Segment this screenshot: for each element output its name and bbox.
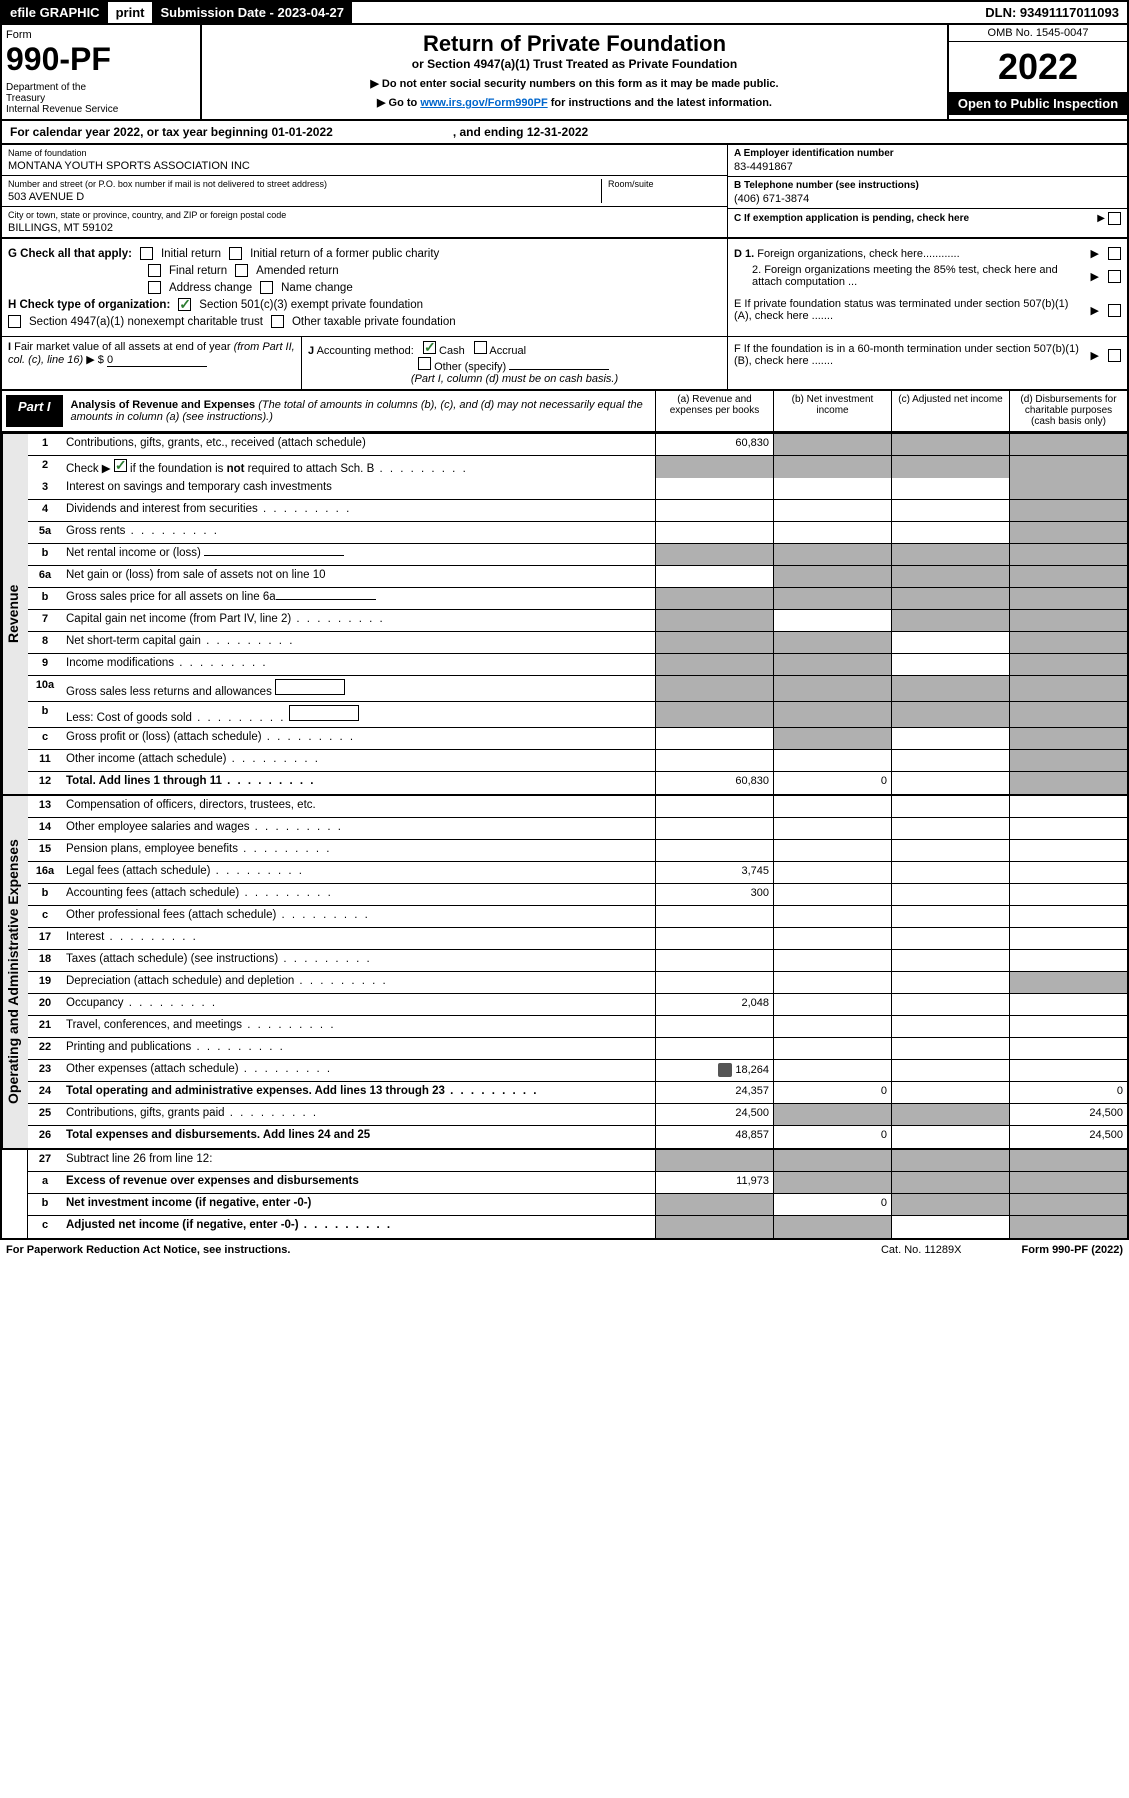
header-right: OMB No. 1545-0047 2022 Open to Public In…	[947, 25, 1127, 119]
g-initial-checkbox[interactable]	[140, 247, 153, 260]
phone-value: (406) 671-3874	[734, 193, 1121, 205]
header-center: Return of Private Foundation or Section …	[202, 25, 947, 119]
g-final-checkbox[interactable]	[148, 264, 161, 277]
note-2: ▶ Go to www.irs.gov/Form990PF for instru…	[208, 96, 941, 109]
expenses-side-label: Operating and Administrative Expenses	[2, 796, 28, 1148]
col-b-header: (b) Net investment income	[773, 391, 891, 431]
note-1: ▶ Do not enter social security numbers o…	[208, 77, 941, 90]
col-c-header: (c) Adjusted net income	[891, 391, 1009, 431]
j-cell: J Accounting method: Cash Accrual Other …	[302, 337, 727, 389]
header-left: Form 990-PF Department of theTreasuryInt…	[2, 25, 202, 119]
phone-label: B Telephone number (see instructions)	[734, 180, 1121, 191]
form-ref: Form 990-PF (2022)	[1022, 1244, 1124, 1256]
page-footer: For Paperwork Reduction Act Notice, see …	[0, 1240, 1129, 1260]
street-address: 503 AVENUE D	[8, 191, 601, 203]
part1-header-row: Part I Analysis of Revenue and Expenses …	[2, 391, 1127, 432]
efile-label: efile GRAPHIC	[2, 2, 108, 23]
part1-block: Part I Analysis of Revenue and Expenses …	[0, 391, 1129, 434]
h-label: H Check type of organization:	[8, 299, 170, 311]
city-state-zip: BILLINGS, MT 59102	[8, 222, 721, 234]
g-initial-former-checkbox[interactable]	[229, 247, 242, 260]
calyear-end: , and ending 12-31-2022	[453, 125, 588, 139]
d2-checkbox[interactable]	[1108, 270, 1121, 283]
name-cell: Name of foundation MONTANA YOUTH SPORTS …	[2, 145, 727, 176]
c-checkbox[interactable]	[1108, 212, 1121, 225]
ein-label: A Employer identification number	[734, 148, 1121, 159]
form-subtitle: or Section 4947(a)(1) Trust Treated as P…	[208, 57, 941, 71]
id-right: A Employer identification number 83-4491…	[727, 145, 1127, 237]
cat-no: Cat. No. 11289X	[881, 1244, 962, 1256]
room-label: Room/suite	[608, 179, 721, 189]
col-a-header: (a) Revenue and expenses per books	[655, 391, 773, 431]
submission-date: Submission Date - 2023-04-27	[152, 2, 352, 23]
g-amended-checkbox[interactable]	[235, 264, 248, 277]
addr-label: Number and street (or P.O. box number if…	[8, 179, 601, 189]
tax-year: 2022	[949, 42, 1127, 92]
j-accrual-checkbox[interactable]	[474, 341, 487, 354]
city-cell: City or town, state or province, country…	[2, 207, 727, 237]
i-cell: I Fair market value of all assets at end…	[2, 337, 302, 389]
g-address-checkbox[interactable]	[148, 281, 161, 294]
open-public: Open to Public Inspection	[949, 92, 1127, 115]
id-left: Name of foundation MONTANA YOUTH SPORTS …	[2, 145, 727, 237]
c-label: C If exemption application is pending, c…	[734, 213, 1094, 224]
h-4947-checkbox[interactable]	[8, 315, 21, 328]
identification-block: Name of foundation MONTANA YOUTH SPORTS …	[0, 145, 1129, 239]
e-checkbox[interactable]	[1108, 304, 1121, 317]
expenses-table: 13Compensation of officers, directors, t…	[28, 796, 1127, 1148]
form-header: Form 990-PF Department of theTreasuryInt…	[0, 25, 1129, 121]
g-name-checkbox[interactable]	[260, 281, 273, 294]
g-section: G Check all that apply: Initial return I…	[2, 239, 727, 336]
calyear-begin: For calendar year 2022, or tax year begi…	[10, 125, 333, 139]
h-other-checkbox[interactable]	[271, 315, 284, 328]
form-title: Return of Private Foundation	[208, 31, 941, 57]
j-cash-checkbox[interactable]	[423, 341, 436, 354]
phone-cell: B Telephone number (see instructions) (4…	[728, 177, 1127, 209]
revenue-side-label: Revenue	[2, 434, 28, 794]
paperwork-notice: For Paperwork Reduction Act Notice, see …	[6, 1244, 290, 1256]
section-g-d: G Check all that apply: Initial return I…	[0, 239, 1129, 336]
city-label: City or town, state or province, country…	[8, 210, 721, 220]
calendar-year-row: For calendar year 2022, or tax year begi…	[0, 121, 1129, 145]
c-cell: C If exemption application is pending, c…	[728, 209, 1127, 228]
line27-container: 27Subtract line 26 from line 12: aExcess…	[0, 1150, 1129, 1240]
revenue-table: 1Contributions, gifts, grants, etc., rec…	[28, 434, 1127, 794]
f-checkbox[interactable]	[1108, 349, 1121, 362]
part1-desc: Analysis of Revenue and Expenses (The to…	[63, 395, 651, 427]
ein-value: 83-4491867	[734, 161, 1121, 173]
schb-checkbox[interactable]	[114, 459, 127, 472]
ein-cell: A Employer identification number 83-4491…	[728, 145, 1127, 177]
topbar: efile GRAPHIC print Submission Date - 20…	[0, 0, 1129, 25]
instructions-link[interactable]: www.irs.gov/Form990PF	[420, 97, 547, 109]
form-word: Form	[6, 29, 196, 41]
j-other-checkbox[interactable]	[418, 357, 431, 370]
f-cell: F If the foundation is in a 60-month ter…	[727, 337, 1127, 389]
print-button[interactable]: print	[108, 2, 153, 23]
h-501c3-checkbox[interactable]	[178, 298, 191, 311]
foundation-name: MONTANA YOUTH SPORTS ASSOCIATION INC	[8, 160, 721, 172]
col-d-header: (d) Disbursements for charitable purpose…	[1009, 391, 1127, 431]
form-number: 990-PF	[6, 41, 196, 78]
attachment-icon[interactable]	[718, 1063, 732, 1077]
part1-label: Part I	[6, 395, 63, 427]
section-i-j-f: I Fair market value of all assets at end…	[0, 336, 1129, 391]
j-note: (Part I, column (d) must be on cash basi…	[308, 373, 721, 385]
address-cell: Number and street (or P.O. box number if…	[2, 176, 727, 207]
d-e-section: D 1. Foreign organizations, check here..…	[727, 239, 1127, 336]
d1-checkbox[interactable]	[1108, 247, 1121, 260]
dept-label: Department of theTreasuryInternal Revenu…	[6, 82, 196, 115]
dln-label: DLN: 93491117011093	[977, 2, 1127, 23]
revenue-container: Revenue 1Contributions, gifts, grants, e…	[0, 434, 1129, 796]
g-label: G Check all that apply:	[8, 248, 132, 260]
expenses-container: Operating and Administrative Expenses 13…	[0, 796, 1129, 1150]
i-value: 0	[107, 354, 207, 367]
name-label: Name of foundation	[8, 148, 721, 158]
omb-number: OMB No. 1545-0047	[949, 25, 1127, 42]
